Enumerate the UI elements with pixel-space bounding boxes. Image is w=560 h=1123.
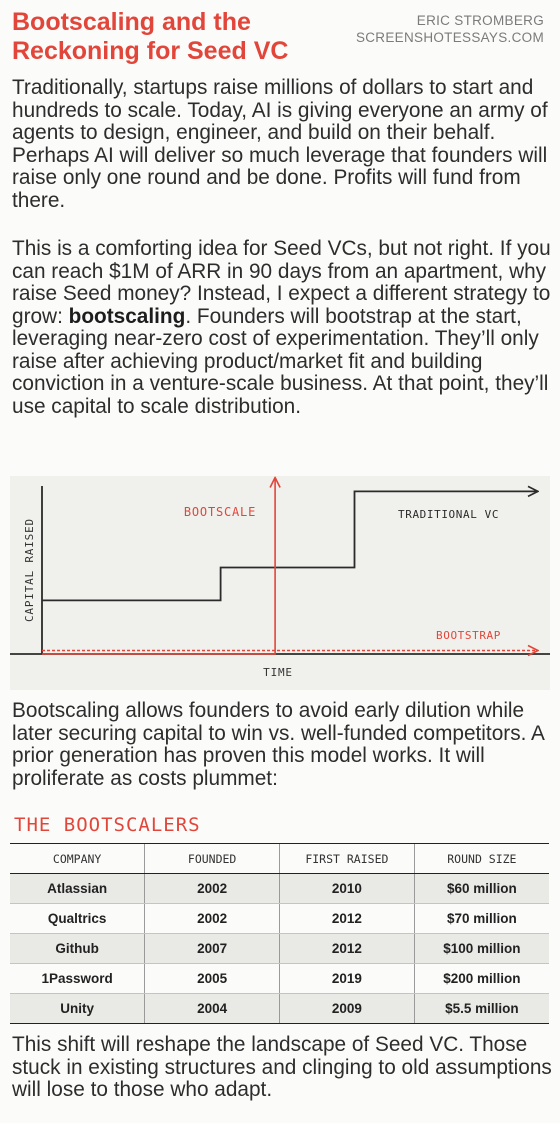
- table-cell-founded: 2002: [144, 873, 280, 904]
- table-cell-company: Atlassian: [10, 873, 145, 904]
- table-cell-round-size: $5.5 million: [413, 993, 549, 1024]
- site-url[interactable]: SCREENSHOTESSAYS.COM: [355, 30, 544, 45]
- series-bootscale-line: [42, 478, 275, 655]
- table-row: 1Password 2005 2019 $200 million: [10, 963, 549, 994]
- table-cell-first-raised: 2012: [279, 933, 415, 964]
- bootscale-label: BOOTSCALE: [184, 505, 256, 519]
- column-header-first-raised: FIRST RAISED: [279, 843, 415, 874]
- paragraph-dilution: Bootscaling allows founders to avoid ear…: [12, 699, 544, 790]
- chart-svg: CAPITAL RAISED TIME BOOTSCALE TRADITIONA…: [10, 476, 550, 679]
- series-traditional-vc-line: [42, 491, 538, 602]
- column-header-round-size: ROUND SIZE: [413, 843, 549, 874]
- table-cell-first-raised: 2012: [279, 903, 415, 934]
- traditional-vc-label: TRADITIONAL VC: [398, 508, 499, 521]
- table-body: Atlassian 2002 2010 $60 million Qualtrics 200…: [10, 873, 549, 1024]
- byline: ERIC STROMBERG SCREENSHOTESSAYS.COM: [356, 12, 544, 46]
- essay-title: Bootscaling and the Reckoning for Seed V…: [12, 8, 289, 65]
- table-cell-company: Unity: [10, 993, 145, 1024]
- x-axis-label: TIME: [263, 666, 293, 679]
- table-cell-founded: 2007: [144, 933, 280, 964]
- table-title: THE BOOTSCALERS: [14, 814, 201, 836]
- table-cell-first-raised: 2009: [279, 993, 415, 1024]
- table-cell-founded: 2005: [144, 963, 280, 994]
- chart-series: [42, 478, 538, 655]
- column-header-founded: FOUNDED: [144, 843, 280, 874]
- table-cell-first-raised: 2010: [279, 873, 415, 904]
- paragraph-intro: Traditionally, startups raise millions o…: [12, 76, 548, 212]
- table-cell-round-size: $200 million: [413, 963, 549, 994]
- table-row: Qualtrics 2002 2012 $70 million: [10, 903, 549, 934]
- table-cell-first-raised: 2019: [279, 963, 415, 994]
- essay-header: Bootscaling and the Reckoning for Seed V…: [12, 6, 548, 70]
- bootscaling-term: bootscaling: [68, 304, 186, 328]
- table-cell-company: 1Password: [10, 963, 145, 994]
- y-axis-label: CAPITAL RAISED: [23, 518, 36, 622]
- bootscalers-table: COMPANY FOUNDED FIRST RAISED ROUND SIZE Atl…: [10, 843, 549, 1024]
- paragraph-conclusion: This shift will reshape the landscape of…: [12, 1033, 552, 1101]
- table-cell-company: Github: [10, 933, 145, 964]
- capital-chart: CAPITAL RAISED TIME BOOTSCALE TRADITIONA…: [10, 476, 550, 690]
- table-cell-round-size: $70 million: [413, 903, 549, 934]
- author-name: ERIC STROMBERG: [416, 13, 544, 28]
- table-row: Atlassian 2002 2010 $60 million: [10, 873, 549, 904]
- column-header-company: COMPANY: [10, 843, 145, 874]
- table-header-row: COMPANY FOUNDED FIRST RAISED ROUND SIZE: [10, 843, 549, 874]
- table-cell-round-size: $60 million: [413, 873, 549, 904]
- paragraph-thesis-end: . Founders will bootstrap at the start, …: [12, 304, 549, 418]
- table-row: Unity 2004 2009 $5.5 million: [10, 993, 549, 1024]
- table-cell-founded: 2004: [144, 993, 280, 1024]
- table-cell-round-size: $100 million: [413, 933, 549, 964]
- paragraph-thesis: This is a comforting idea for Seed VCs, …: [12, 237, 557, 418]
- table: COMPANY FOUNDED FIRST RAISED ROUND SIZE Atl…: [10, 843, 549, 1024]
- bootstrap-label: BOOTSTRAP: [436, 629, 501, 642]
- paragraph-thesis-start: This is a comforting idea for Seed VCs, …: [12, 237, 551, 328]
- table-row: Github 2007 2012 $100 million: [10, 933, 549, 964]
- table-cell-company: Qualtrics: [10, 903, 145, 934]
- table-cell-founded: 2002: [144, 903, 280, 934]
